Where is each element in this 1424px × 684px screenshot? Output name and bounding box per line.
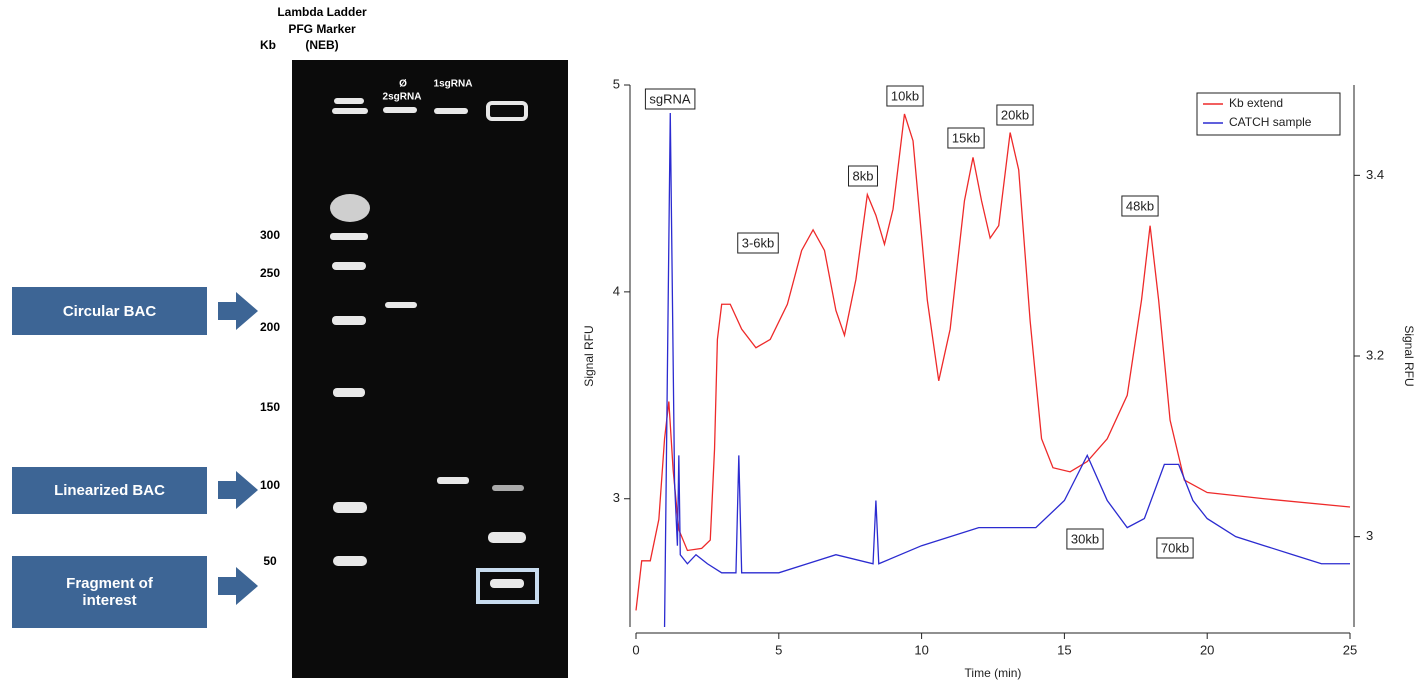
lane-label: 1sgRNA bbox=[434, 79, 473, 90]
annotation: 10kb bbox=[891, 88, 919, 103]
y-tick-label: 5 bbox=[613, 76, 620, 91]
annotation: sgRNA bbox=[649, 91, 691, 106]
size-label: 150 bbox=[260, 400, 280, 414]
annotation-box bbox=[644, 88, 696, 110]
y2-tick-label: 3.4 bbox=[1366, 167, 1384, 182]
series-line bbox=[663, 112, 1350, 628]
annotation: 30kb bbox=[1071, 531, 1099, 546]
callout: Circular BAC bbox=[12, 287, 207, 335]
annotation-box bbox=[848, 165, 878, 187]
x-axis-label: Time (min) bbox=[965, 666, 1022, 680]
x-tick-label: 25 bbox=[1343, 642, 1357, 657]
legend-label: Kb extend bbox=[1229, 96, 1283, 110]
series-line bbox=[635, 113, 1351, 611]
annotation-box bbox=[947, 127, 985, 149]
x-tick-label: 10 bbox=[914, 642, 928, 657]
size-label: 50 bbox=[263, 554, 277, 568]
gel-unit: Kb bbox=[260, 38, 276, 52]
annotation: 8kb bbox=[853, 168, 874, 183]
size-label: 300 bbox=[260, 228, 280, 242]
annotation-box bbox=[1121, 195, 1159, 217]
annotation: 15kb bbox=[952, 130, 980, 145]
callout: Linearized BAC bbox=[12, 467, 207, 514]
size-label: 100 bbox=[260, 478, 280, 492]
gel-image bbox=[292, 60, 568, 678]
lane-label: Ø bbox=[399, 79, 407, 90]
x-tick-label: 0 bbox=[632, 642, 639, 657]
legend-label: CATCH sample bbox=[1229, 115, 1312, 129]
annotation: 48kb bbox=[1126, 198, 1154, 213]
gel-header: Lambda Ladder bbox=[277, 5, 367, 19]
y-tick-label: 3 bbox=[613, 490, 620, 505]
y2-tick-label: 3.2 bbox=[1366, 347, 1384, 362]
annotation: 20kb bbox=[1001, 107, 1029, 122]
y-axis-label: Signal RFU bbox=[582, 325, 596, 386]
lane-label: 2sgRNA bbox=[383, 92, 422, 103]
arrows bbox=[218, 292, 258, 605]
size-label: 200 bbox=[260, 320, 280, 334]
y2-tick-label: 3 bbox=[1366, 528, 1373, 543]
x-tick-label: 5 bbox=[775, 642, 782, 657]
legend-box bbox=[1196, 92, 1341, 136]
gel-header: (NEB) bbox=[305, 38, 338, 52]
x-tick-label: 20 bbox=[1200, 642, 1214, 657]
annotation-box bbox=[737, 232, 779, 254]
callout: Fragment of interest bbox=[12, 556, 207, 628]
annotation: 70kb bbox=[1161, 540, 1189, 555]
x-tick-label: 15 bbox=[1057, 642, 1071, 657]
y2-axis-label: Signal RFU bbox=[1402, 325, 1416, 386]
gel-header: PFG Marker bbox=[288, 22, 356, 36]
annotation-box bbox=[1066, 528, 1104, 550]
y-tick-label: 4 bbox=[613, 283, 620, 298]
annotation: 3-6kb bbox=[742, 235, 775, 250]
annotation-box bbox=[996, 104, 1034, 126]
annotation-box bbox=[1156, 537, 1194, 559]
size-label: 250 bbox=[260, 266, 280, 280]
annotation-box bbox=[886, 85, 924, 107]
gel-bands bbox=[330, 98, 539, 604]
